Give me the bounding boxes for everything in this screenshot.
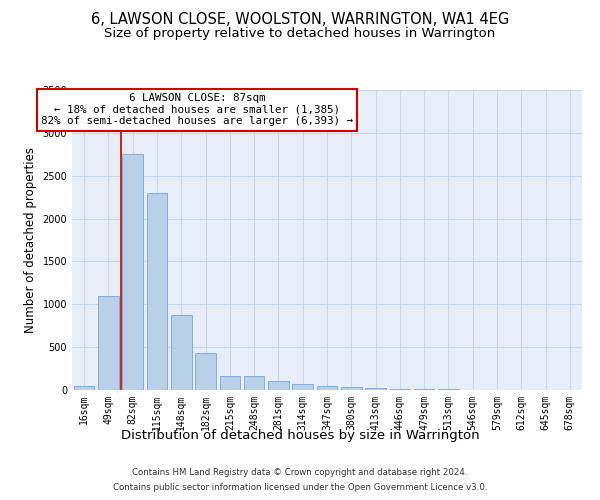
- Text: 6, LAWSON CLOSE, WOOLSTON, WARRINGTON, WA1 4EG: 6, LAWSON CLOSE, WOOLSTON, WARRINGTON, W…: [91, 12, 509, 28]
- Bar: [268, 382, 289, 390]
- Bar: [365, 388, 386, 390]
- Bar: [171, 314, 191, 390]
- Text: 6 LAWSON CLOSE: 87sqm
← 18% of detached houses are smaller (1,385)
82% of semi-d: 6 LAWSON CLOSE: 87sqm ← 18% of detached …: [41, 93, 353, 126]
- Text: Distribution of detached houses by size in Warrington: Distribution of detached houses by size …: [121, 428, 479, 442]
- Text: Contains public sector information licensed under the Open Government Licence v3: Contains public sector information licen…: [113, 483, 487, 492]
- Text: Contains HM Land Registry data © Crown copyright and database right 2024.: Contains HM Land Registry data © Crown c…: [132, 468, 468, 477]
- Bar: [74, 386, 94, 390]
- Bar: [389, 389, 410, 390]
- Y-axis label: Number of detached properties: Number of detached properties: [24, 147, 37, 333]
- Bar: [244, 376, 265, 390]
- Bar: [122, 154, 143, 390]
- Bar: [195, 353, 216, 390]
- Bar: [341, 388, 362, 390]
- Bar: [146, 193, 167, 390]
- Bar: [317, 386, 337, 390]
- Bar: [98, 296, 119, 390]
- Text: Size of property relative to detached houses in Warrington: Size of property relative to detached ho…: [104, 28, 496, 40]
- Bar: [220, 376, 240, 390]
- Bar: [292, 384, 313, 390]
